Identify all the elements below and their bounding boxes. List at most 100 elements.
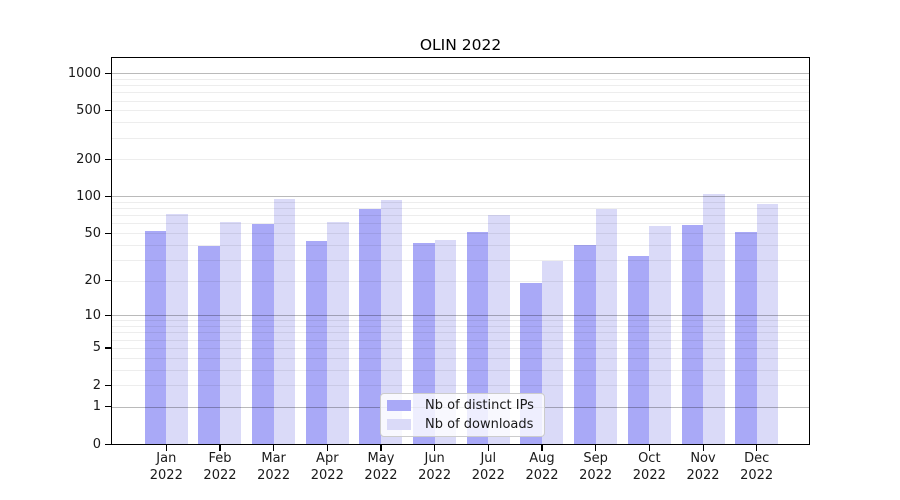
bar-downloads-sep [595,208,618,444]
y-tick-label-200: 200 [76,151,101,167]
x-tick-mark-mar [273,445,275,451]
gridline-major-10 [112,315,809,317]
bar-distinct-ips-sep [574,244,596,444]
x-tick-label-mar: Mar 2022 [242,451,306,484]
x-tick-month: Dec [744,451,770,466]
legend-label-distinct-ips: Nb of distinct IPs [425,398,534,414]
gridline-minor-500 [112,110,809,112]
y-tick-label-5: 5 [92,340,101,356]
x-tick-year: 2022 [310,467,344,483]
x-tick-year: 2022 [203,467,237,483]
gridline-minor-30 [112,259,809,261]
gridline-major-100 [112,196,809,198]
x-tick-mark-oct [648,445,651,451]
x-tick-label-feb: Feb 2022 [188,451,252,484]
x-tick-mark-apr [326,445,328,451]
x-tick-month: Jan [156,451,177,466]
bar-downloads-feb [219,221,242,444]
legend: Nb of distinct IPs Nb of downloads [380,393,545,437]
x-tick-year: 2022 [257,467,291,483]
x-tick-month: Oct [638,451,661,466]
y-tick-label-2: 2 [92,377,101,393]
gridline-minor-7 [112,332,809,334]
gridline-minor-300 [112,137,809,139]
bars-layer [112,58,809,444]
x-tick-month: Apr [316,451,339,466]
y-tick-label-20: 20 [84,273,101,289]
x-tick-label-sep: Sep 2022 [564,451,628,484]
x-tick-year: 2022 [740,467,774,483]
gridline-minor-4 [112,357,809,359]
legend-label-downloads: Nb of downloads [425,416,534,432]
legend-swatch-distinct-ips [387,400,411,412]
gridline-minor-900 [112,78,809,80]
x-tick-mark-jul [487,445,489,451]
x-tick-month: Nov [690,451,716,466]
legend-item-distinct-ips: Nb of distinct IPs [387,398,536,414]
x-tick-label-jun: Jun 2022 [403,451,467,484]
gridline-minor-800 [112,85,809,87]
gridline-minor-70 [112,215,809,217]
x-tick-mark-jun [434,445,436,451]
legend-swatch-downloads [387,418,411,430]
x-tick-month: Sep [583,451,608,466]
x-tick-label-jul: Jul 2022 [456,451,520,484]
bar-distinct-ips-mar [252,224,274,444]
x-tick-month: Mar [261,451,286,466]
x-tick-mark-feb [219,445,221,451]
x-tick-label-apr: Apr 2022 [295,451,359,484]
x-tick-mark-dec [756,445,758,451]
x-tick-month: Jul [480,451,497,466]
legend-item-downloads: Nb of downloads [387,417,536,433]
gridline-major-1000 [112,73,809,75]
x-tick-label-may: May 2022 [349,451,413,484]
bar-downloads-mar [273,198,296,444]
gridline-minor-200 [112,159,809,161]
bar-distinct-ips-may [359,208,381,444]
gridline-minor-3 [112,369,809,371]
plot-area: Nb of distinct IPs Nb of downloads [111,57,810,445]
x-tick-month: Jun [424,451,445,466]
x-tick-month: Aug [529,451,555,466]
gridline-minor-5 [112,347,809,349]
x-tick-year: 2022 [579,467,613,483]
x-tick-mark-aug [541,445,543,451]
bar-downloads-nov [703,194,725,444]
x-tick-year: 2022 [632,467,666,483]
bar-downloads-jan [166,213,188,444]
gridline-minor-40 [112,244,809,246]
gridline-minor-400 [112,122,809,124]
y-tick-label-10: 10 [84,307,101,323]
x-tick-year: 2022 [364,467,398,483]
gridline-minor-9 [112,320,809,322]
x-tick-mark-jan [165,445,167,451]
gridline-minor-60 [112,223,809,225]
gridline-minor-90 [112,201,809,203]
x-tick-label-aug: Aug 2022 [510,451,574,484]
bar-distinct-ips-nov [681,225,703,444]
x-tick-year: 2022 [525,467,559,483]
x-tick-year: 2022 [149,467,183,483]
grid-layer [112,58,809,444]
x-tick-mark-nov [702,445,704,451]
y-tick-label-100: 100 [76,188,101,204]
y-tick-label-1: 1 [92,399,101,415]
bar-distinct-ips-jan [144,230,167,444]
chart-title: OLIN 2022 [419,36,502,54]
x-tick-label-dec: Dec 2022 [725,451,789,484]
x-tick-year: 2022 [686,467,720,483]
x-tick-label-oct: Oct 2022 [617,451,681,484]
gridline-minor-50 [112,233,809,235]
gridline-minor-80 [112,208,809,210]
y-tick-label-500: 500 [76,102,101,118]
y-tick-label-50: 50 [84,225,101,241]
y-tick-label-0: 0 [92,436,101,452]
bar-downloads-aug [541,261,564,444]
y-tick-label-1000: 1000 [67,65,101,81]
bar-distinct-ips-dec [735,231,757,444]
x-tick-year: 2022 [471,467,505,483]
bar-distinct-ips-oct [627,256,650,444]
x-tick-mark-sep [595,445,597,451]
x-tick-label-jan: Jan 2022 [134,451,198,484]
